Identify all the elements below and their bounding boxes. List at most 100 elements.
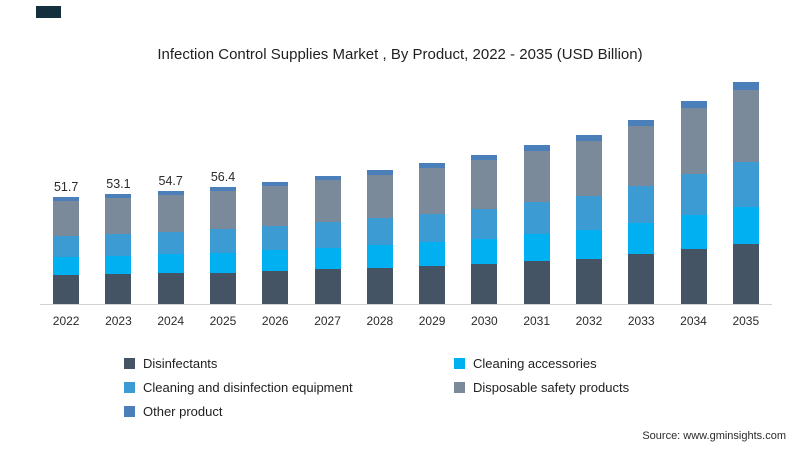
segment-disposable-safety-products xyxy=(680,108,707,174)
segment-disinfectants xyxy=(732,244,759,304)
segment-other-product xyxy=(523,145,550,151)
legend-label: Disposable safety products xyxy=(473,380,630,395)
bar-total-label: 54.7 xyxy=(158,173,183,188)
segment-cleaning-and-disinfection-equipment xyxy=(732,162,759,207)
bar-total-label: 56.4 xyxy=(210,170,236,185)
segment-cleaning-and-disinfection-equipment xyxy=(628,186,655,224)
stacked-bar-2035 xyxy=(732,82,759,304)
segment-cleaning-and-disinfection-equipment xyxy=(209,229,236,253)
segment-other-product xyxy=(105,194,132,199)
segment-cleaning-and-disinfection-equipment xyxy=(105,233,132,256)
bar-column-2035 xyxy=(720,75,772,304)
segment-cleaning-accessories xyxy=(157,254,184,274)
segment-disposable-safety-products xyxy=(419,168,446,214)
x-tick-label: 2023 xyxy=(105,314,132,328)
segment-disinfectants xyxy=(314,269,341,304)
segment-disinfectants xyxy=(262,271,289,304)
bar-column-2023: 53.1 xyxy=(92,75,144,304)
segment-cleaning-accessories xyxy=(366,245,393,268)
corner-logo-fragment xyxy=(36,6,61,18)
segment-other-product xyxy=(262,182,289,187)
bars-row: 51.7 53.1 54.7 56.4 xyxy=(40,75,772,305)
stacked-bar-2022 xyxy=(53,197,80,304)
segment-disinfectants xyxy=(209,272,236,304)
legend-label: Disinfectants xyxy=(143,356,218,371)
stacked-bar-2031 xyxy=(523,145,550,304)
x-tick-label: 2035 xyxy=(732,314,760,328)
segment-disinfectants xyxy=(575,258,602,304)
segment-other-product xyxy=(53,197,80,201)
bar-column-2033 xyxy=(615,75,667,304)
segment-cleaning-and-disinfection-equipment xyxy=(523,202,550,235)
legend-swatch-icon xyxy=(124,382,135,393)
segment-cleaning-accessories xyxy=(314,247,341,270)
bar-column-2027 xyxy=(301,75,353,304)
segment-disposable-safety-products xyxy=(471,160,498,209)
segment-disposable-safety-products xyxy=(523,150,550,203)
segment-cleaning-accessories xyxy=(209,252,236,273)
stacked-bar-2028 xyxy=(366,170,393,304)
segment-cleaning-accessories xyxy=(680,214,707,250)
legend-item-disposable-safety-products: Disposable safety products xyxy=(454,380,800,395)
bar-column-2024: 54.7 xyxy=(145,75,197,304)
stacked-bar-2027 xyxy=(314,175,341,304)
stacked-bar-2029 xyxy=(419,163,446,304)
segment-other-product xyxy=(680,101,707,109)
segment-disinfectants xyxy=(419,265,446,304)
legend-swatch-icon xyxy=(454,382,465,393)
segment-disinfectants xyxy=(628,254,655,304)
segment-cleaning-accessories xyxy=(105,255,132,275)
segment-disposable-safety-products xyxy=(366,174,393,219)
x-tick-label: 2034 xyxy=(680,314,707,328)
segment-disposable-safety-products xyxy=(314,180,341,223)
bar-total-label: 53.1 xyxy=(106,177,131,192)
bar-total-label: 51.7 xyxy=(53,180,79,195)
stacked-bar-2032 xyxy=(575,135,602,304)
legend-swatch-icon xyxy=(124,358,135,369)
legend-item-other-product: Other product xyxy=(124,404,454,419)
segment-cleaning-accessories xyxy=(628,223,655,255)
segment-disinfectants xyxy=(366,267,393,304)
segment-cleaning-accessories xyxy=(523,234,550,262)
segment-disposable-safety-products xyxy=(575,141,602,197)
segment-cleaning-and-disinfection-equipment xyxy=(471,208,498,239)
x-axis: 2022 2023 2024 2025 2026 2027 2028 2029 2030 2031… xyxy=(40,305,772,328)
legend-item-cleaning-accessories: Cleaning accessories xyxy=(454,356,800,371)
stacked-bar-2026 xyxy=(262,182,289,304)
bar-column-2022: 51.7 xyxy=(40,75,92,304)
legend-swatch-icon xyxy=(454,358,465,369)
segment-disposable-safety-products xyxy=(105,198,132,234)
legend-label: Other product xyxy=(143,404,223,419)
legend-label: Cleaning and disinfection equipment xyxy=(143,380,353,395)
segment-other-product xyxy=(209,187,236,192)
segment-disinfectants xyxy=(105,274,132,304)
segment-other-product xyxy=(471,154,498,161)
source-text: Source: www.gminsights.com xyxy=(642,430,786,442)
stacked-bar-2034 xyxy=(680,101,707,304)
x-tick-label: 2029 xyxy=(418,314,446,328)
segment-cleaning-and-disinfection-equipment xyxy=(53,235,80,257)
segment-cleaning-accessories xyxy=(732,206,759,245)
stacked-bar-2030 xyxy=(471,154,498,304)
segment-disposable-safety-products xyxy=(732,90,759,163)
segment-disposable-safety-products xyxy=(157,194,184,232)
bar-column-2031 xyxy=(511,75,563,304)
segment-disinfectants xyxy=(157,273,184,304)
segment-cleaning-and-disinfection-equipment xyxy=(366,218,393,246)
segment-disposable-safety-products xyxy=(209,191,236,230)
plot-area: 51.7 53.1 54.7 56.4 2022 2023 2024 2025 2026 202… xyxy=(40,75,772,328)
segment-other-product xyxy=(157,190,184,195)
segment-disinfectants xyxy=(680,249,707,304)
x-tick-label: 2032 xyxy=(575,314,603,328)
legend-item-cleaning-and-disinfection-equipment: Cleaning and disinfection equipment xyxy=(124,380,454,395)
segment-cleaning-and-disinfection-equipment xyxy=(157,231,184,255)
segment-other-product xyxy=(314,175,341,181)
segment-cleaning-and-disinfection-equipment xyxy=(314,222,341,248)
x-tick-label: 2025 xyxy=(209,314,237,328)
x-tick-label: 2033 xyxy=(627,314,655,328)
segment-disinfectants xyxy=(523,261,550,304)
segment-cleaning-accessories xyxy=(419,241,446,266)
chart-title: Infection Control Supplies Market , By P… xyxy=(157,46,643,63)
stacked-bar-2023 xyxy=(105,194,132,304)
